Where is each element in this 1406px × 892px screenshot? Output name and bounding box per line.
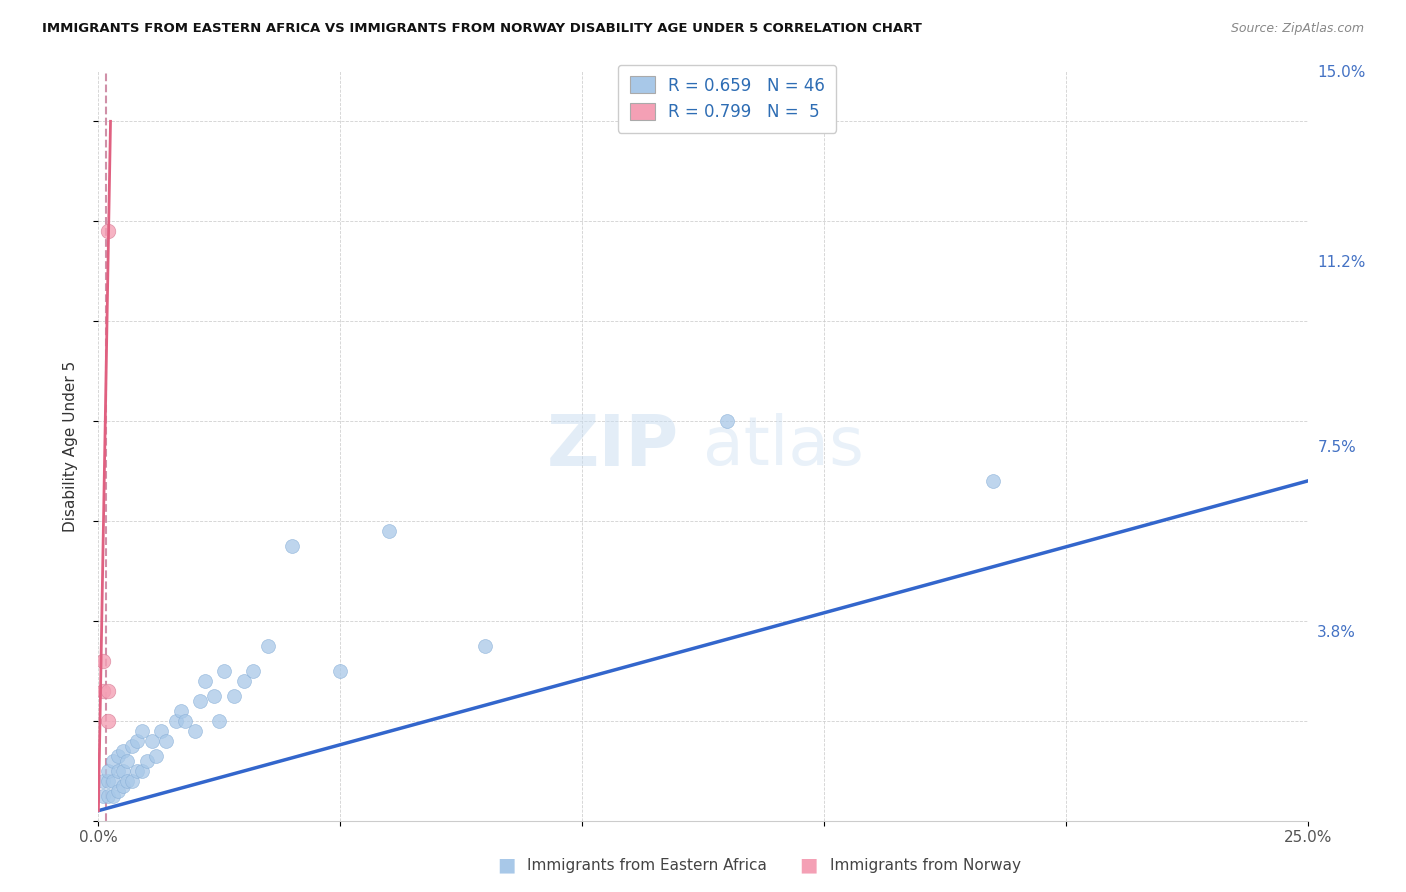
Point <box>91 654 114 668</box>
Point <box>135 754 157 768</box>
Point <box>111 744 134 758</box>
Point <box>117 754 139 768</box>
Point <box>716 414 738 428</box>
Point <box>107 783 129 797</box>
Point <box>474 639 496 653</box>
Text: IMMIGRANTS FROM EASTERN AFRICA VS IMMIGRANTS FROM NORWAY DISABILITY AGE UNDER 5 : IMMIGRANTS FROM EASTERN AFRICA VS IMMIGR… <box>42 22 922 36</box>
Legend: R = 0.659   N = 46, R = 0.799   N =  5: R = 0.659 N = 46, R = 0.799 N = 5 <box>617 65 837 133</box>
Point <box>145 748 167 763</box>
Point <box>91 789 114 803</box>
Point <box>150 723 173 738</box>
Point <box>127 764 149 778</box>
Point <box>208 714 231 728</box>
Text: ■: ■ <box>799 855 818 875</box>
Point <box>101 773 124 788</box>
Point <box>256 639 278 653</box>
Point <box>131 723 153 738</box>
Point <box>184 723 207 738</box>
Point <box>131 764 153 778</box>
Point <box>127 733 149 747</box>
Point <box>107 748 129 763</box>
Point <box>101 789 124 803</box>
Point <box>97 773 120 788</box>
Point <box>101 754 124 768</box>
Point <box>222 689 245 703</box>
Point <box>232 673 254 688</box>
Point <box>121 773 143 788</box>
Point <box>194 673 217 688</box>
Point <box>174 714 197 728</box>
Point <box>111 779 134 793</box>
Point <box>281 539 304 553</box>
Point <box>377 524 399 538</box>
Point <box>97 714 120 728</box>
Point <box>121 739 143 753</box>
Point <box>204 689 226 703</box>
Point <box>117 773 139 788</box>
Point <box>97 224 120 238</box>
Text: Immigrants from Norway: Immigrants from Norway <box>830 858 1021 872</box>
Point <box>141 733 163 747</box>
Point <box>188 694 211 708</box>
Text: ■: ■ <box>496 855 516 875</box>
Point <box>169 704 191 718</box>
Point <box>107 764 129 778</box>
Point <box>242 664 264 678</box>
Point <box>91 683 114 698</box>
Text: atlas: atlas <box>703 413 863 479</box>
Point <box>981 474 1004 488</box>
Point <box>155 733 177 747</box>
Text: Immigrants from Eastern Africa: Immigrants from Eastern Africa <box>527 858 768 872</box>
Point <box>111 764 134 778</box>
Point <box>97 683 120 698</box>
Text: ZIP: ZIP <box>547 411 679 481</box>
Point <box>97 789 120 803</box>
Point <box>97 764 120 778</box>
Point <box>91 773 114 788</box>
Text: Source: ZipAtlas.com: Source: ZipAtlas.com <box>1230 22 1364 36</box>
Point <box>212 664 235 678</box>
Y-axis label: Disability Age Under 5: Disability Age Under 5 <box>63 360 77 532</box>
Point <box>329 664 352 678</box>
Point <box>165 714 187 728</box>
